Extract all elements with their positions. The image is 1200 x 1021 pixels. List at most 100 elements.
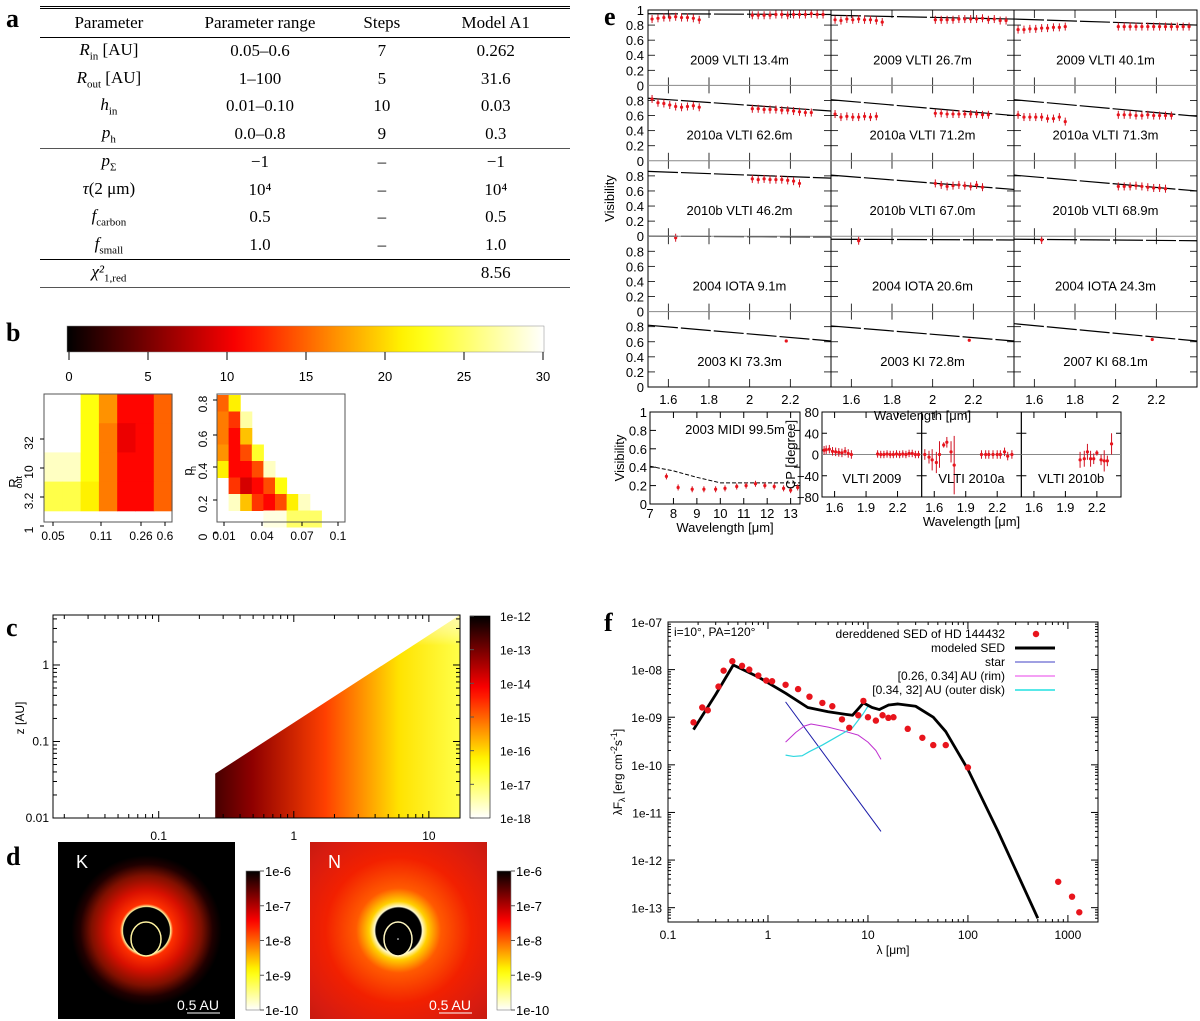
data-point: [933, 18, 937, 22]
subplot-title: 2003 MIDI 99.5m: [685, 422, 785, 437]
data-point: [786, 13, 790, 17]
table-row: ph 0.0–0.8 9 0.3: [40, 120, 570, 148]
model-visibility-line: [1013, 323, 1198, 342]
param-subscript: 1,red: [104, 272, 127, 285]
table-cell-model: 10⁴: [484, 179, 508, 199]
data-point: [937, 452, 942, 457]
data-point: [980, 16, 985, 20]
observed-sed-point: [879, 712, 886, 719]
data-point: [664, 474, 669, 478]
data-point: [916, 452, 921, 457]
data-point: [987, 452, 991, 457]
observed-sed-point: [1076, 909, 1083, 916]
data-point: [913, 452, 917, 457]
model-visibility-line: [647, 170, 832, 179]
y-axis-label: Visibility: [612, 434, 627, 481]
visibility-subplot: 2010a VLTI 71.2m: [830, 85, 1015, 161]
data-point: [1051, 25, 1056, 29]
x-tick-label: 1: [765, 928, 772, 942]
data-point: [1146, 24, 1150, 29]
y-tick-label: 1e-13: [631, 902, 662, 916]
observed-sed-point: [1068, 893, 1076, 900]
heatmap-cell: [263, 510, 276, 528]
data-point: [1134, 24, 1138, 29]
data-point: [1140, 113, 1144, 118]
x-tick-label: 12: [760, 506, 774, 521]
data-point: [674, 104, 678, 109]
subplot-title: 2004 IOTA 9.1m: [693, 278, 787, 293]
y-tick-label: 0.4: [626, 199, 644, 214]
param-cell: hin: [40, 93, 178, 121]
colorbar-tick-label: 1e-7: [265, 899, 291, 914]
data-point: [868, 18, 873, 22]
data-point: [876, 452, 880, 456]
data-point: [702, 487, 706, 491]
param-cell: Rout [AU]: [40, 65, 178, 93]
x-tick-label: 1.6: [842, 392, 860, 407]
data-point: [880, 20, 884, 24]
data-point: [679, 15, 684, 20]
data-point: [1128, 24, 1132, 29]
heatmap-cell: [62, 481, 82, 512]
y-tick-label: 0.8: [626, 244, 644, 259]
visibility-subplot: 2004 IOTA 24.3m: [1013, 235, 1198, 312]
subplot-title: 2010b VLTI 67.0m: [870, 203, 976, 218]
y-tick-label: 1e-11: [632, 806, 662, 820]
band-label: K: [76, 852, 88, 872]
data-point: [750, 107, 754, 111]
data-point: [857, 239, 861, 243]
table-cell-range: 1.0: [249, 234, 271, 254]
data-point: [774, 107, 778, 112]
table-cell-model: −1: [486, 152, 505, 172]
table-header: Parameter: [74, 12, 144, 32]
data-point: [803, 12, 807, 17]
observed-sed-point: [846, 724, 853, 731]
heatmap-cell: [228, 477, 241, 495]
data-point: [1140, 24, 1144, 29]
heatmap-cell: [117, 394, 136, 424]
heatmap-cell: [228, 444, 241, 462]
data-point: [1095, 451, 1099, 455]
y-axis-label: λFλ [erg cm-2s-1]: [609, 729, 627, 816]
data-point: [744, 484, 748, 488]
data-point: [934, 460, 938, 465]
data-point: [833, 18, 837, 22]
observed-sed-point: [794, 685, 802, 693]
data-point: [845, 114, 849, 118]
param-cell: χ²1,red: [40, 259, 178, 288]
rin-rout-map: [43, 393, 173, 523]
param-cell: ph: [40, 120, 178, 148]
heatmap-cell: [80, 452, 100, 483]
heatmap-cell: [98, 452, 118, 483]
heatmap-cell: [240, 477, 253, 495]
data-point: [821, 12, 825, 17]
data-point: [1016, 28, 1020, 32]
y-tick-label: 1e-08: [631, 664, 662, 678]
data-point: [945, 18, 949, 22]
data-point: [789, 488, 793, 492]
data-point: [750, 13, 754, 17]
y-tick-label: 3.2: [22, 492, 36, 509]
colorbar-tick-label: 1e-17: [500, 778, 531, 792]
observed-sed-point: [690, 719, 697, 726]
data-point: [1040, 238, 1044, 242]
data-point: [1063, 24, 1067, 29]
data-point: [786, 178, 790, 183]
x-axis-label: Wavelength [μm]: [676, 520, 773, 535]
visibility-subplot: 2004 IOTA 9.1m: [647, 233, 832, 312]
heatmap-cell: [117, 452, 136, 483]
observed-sed-point: [729, 658, 736, 665]
data-point: [939, 183, 943, 187]
data-point: [827, 447, 831, 451]
data-point: [668, 103, 672, 107]
x-tick-label: 0.01: [212, 529, 236, 540]
x-tick-label: 1.9: [957, 500, 975, 515]
y-axis-label-part: [erg cm: [611, 754, 625, 797]
y-tick-label: 0: [637, 229, 644, 244]
heatmap-cell: [80, 423, 100, 453]
observed-sed-point: [942, 741, 949, 749]
heatmap-cell: [286, 494, 299, 511]
heatmap-cell: [153, 394, 173, 424]
data-point: [957, 112, 961, 116]
